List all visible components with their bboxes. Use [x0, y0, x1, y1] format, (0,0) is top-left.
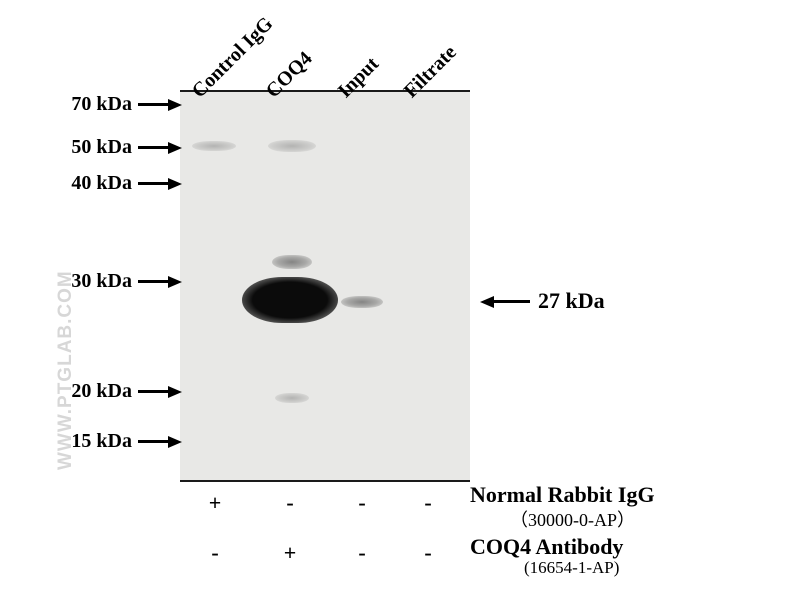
mw-label: 50 kDa — [32, 136, 132, 159]
figure-root: Control IgG COQ4 Input Filtrate 70 kDa 5… — [0, 0, 800, 600]
condition-cell: - — [352, 490, 372, 516]
band-faint — [272, 255, 312, 269]
arrow-right-icon — [138, 280, 168, 283]
condition-cell: - — [352, 540, 372, 566]
watermark-text: WWW.PTGLAB.COM — [55, 270, 77, 470]
mw-label: 40 kDa — [32, 172, 132, 195]
condition-cell: - — [418, 490, 438, 516]
band-main — [242, 277, 338, 323]
condition-cell: - — [205, 540, 225, 566]
arrow-left-icon — [494, 300, 530, 303]
band-input — [341, 296, 383, 308]
arrow-right-icon — [138, 390, 168, 393]
condition-sublabel: (16654-1-AP) — [524, 558, 619, 578]
arrow-right-icon — [138, 440, 168, 443]
band-faint — [192, 141, 236, 151]
condition-cell: - — [280, 490, 300, 516]
arrow-right-icon — [138, 182, 168, 185]
mw-label: 30 kDa — [32, 270, 132, 293]
arrow-right-icon — [138, 146, 168, 149]
mw-label: 70 kDa — [32, 93, 132, 116]
mw-label: 20 kDa — [32, 380, 132, 403]
band-faint — [268, 140, 316, 152]
condition-label: Normal Rabbit IgG — [470, 482, 655, 508]
condition-cell: - — [418, 540, 438, 566]
condition-cell: + — [280, 540, 300, 566]
condition-sublabel: （30000-0-AP） — [510, 506, 635, 532]
arrow-right-icon — [138, 103, 168, 106]
condition-cell: + — [205, 490, 225, 516]
band-faint — [275, 393, 309, 403]
mw-label: 15 kDa — [32, 430, 132, 453]
condition-label: COQ4 Antibody — [470, 534, 623, 560]
result-marker-label: 27 kDa — [538, 288, 605, 314]
